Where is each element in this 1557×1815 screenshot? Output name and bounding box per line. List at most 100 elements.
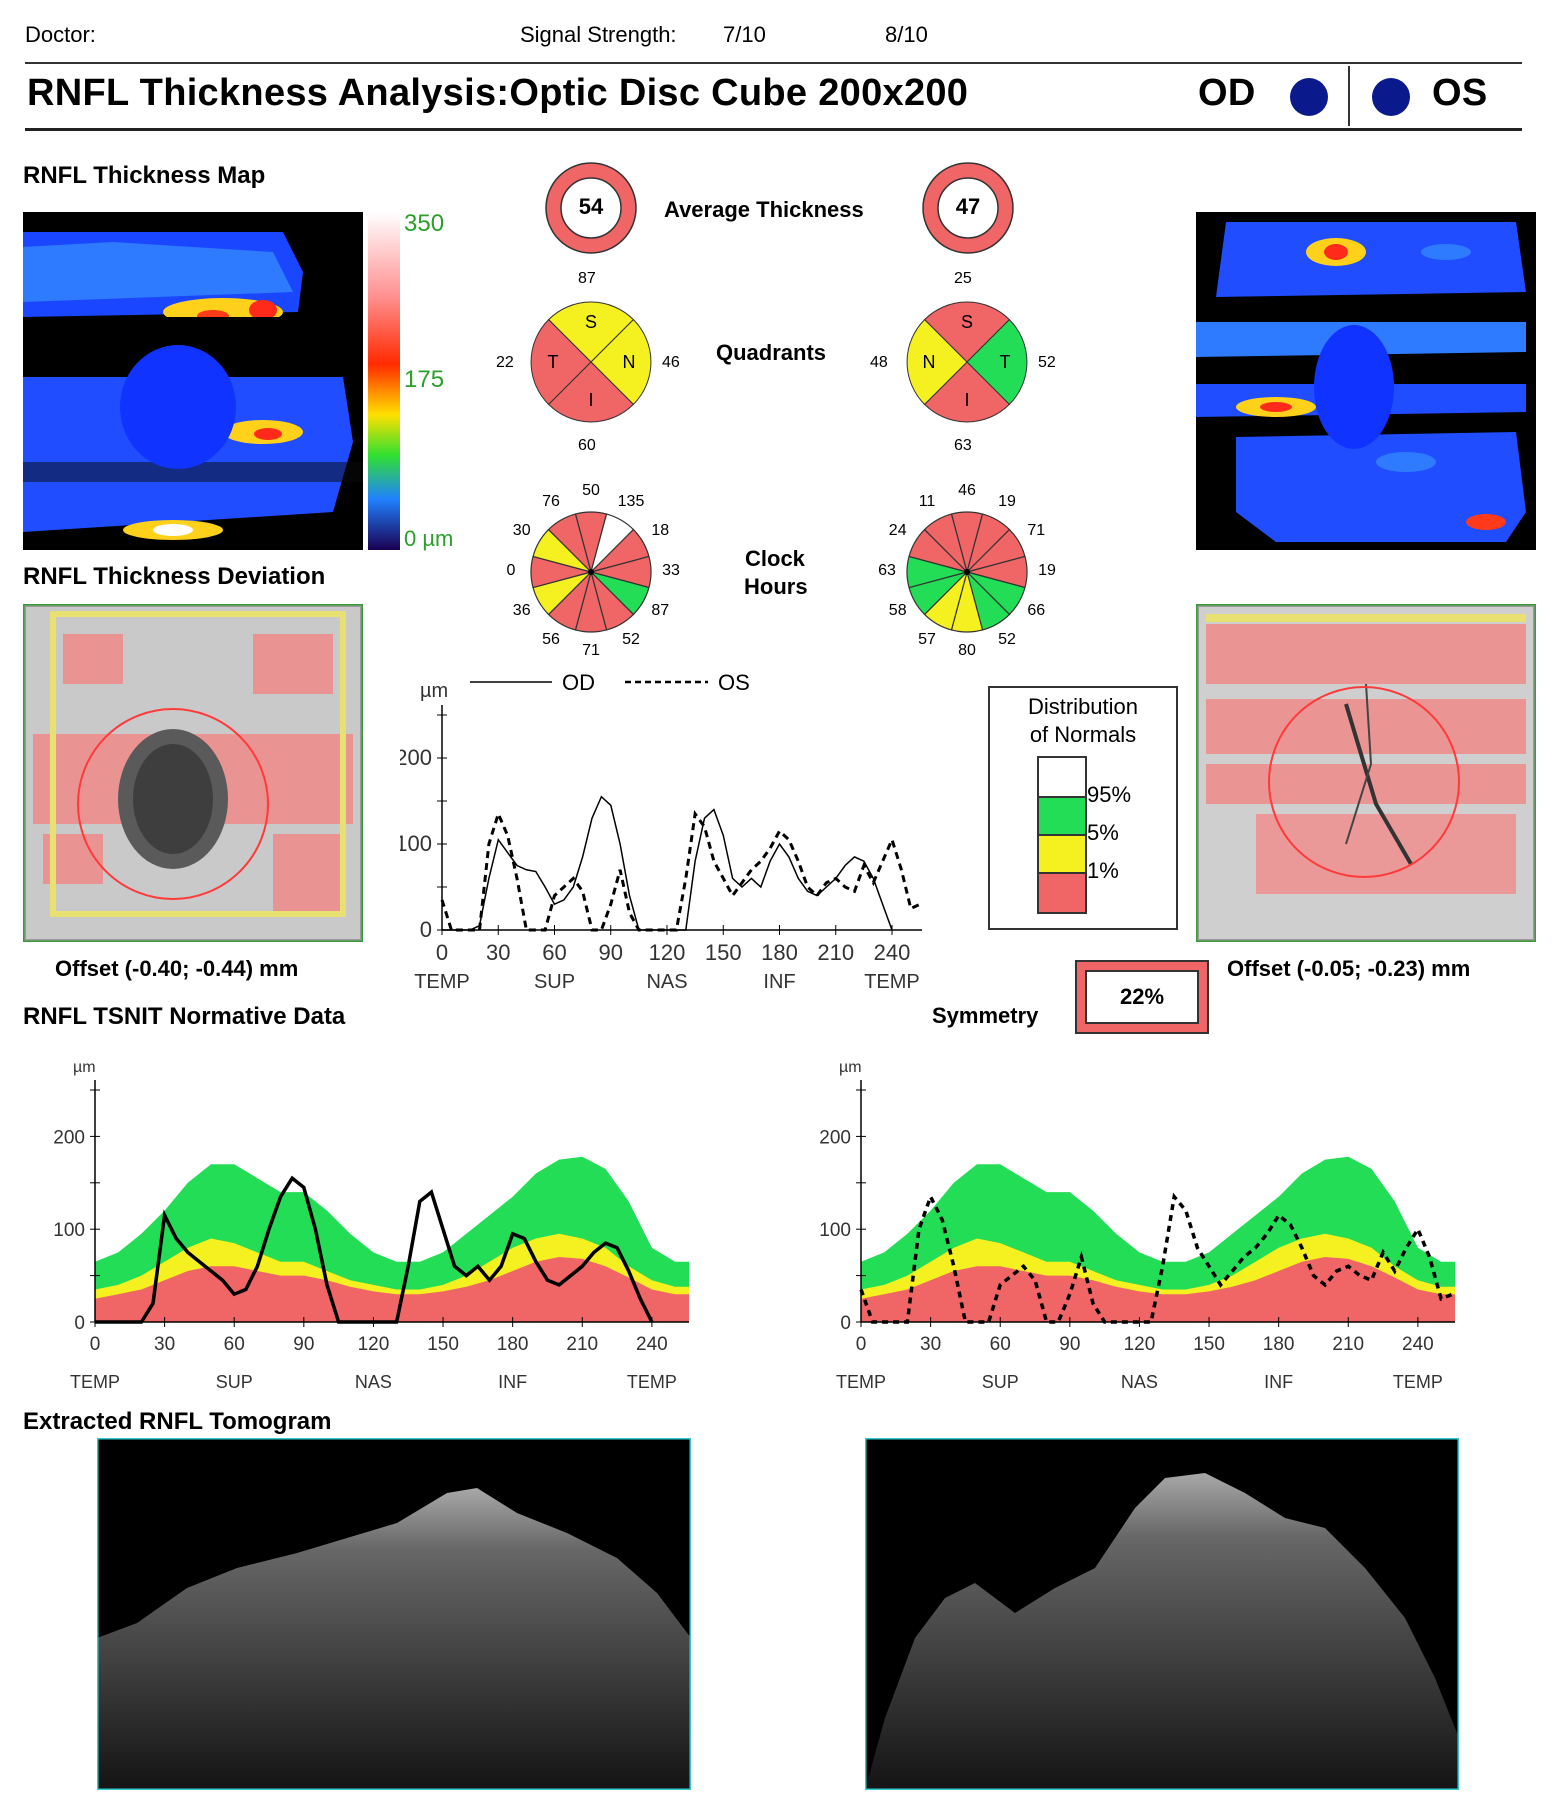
os-quadrant-letter-i: I: [964, 390, 969, 410]
cmp-x-tick-label: 60: [542, 940, 566, 965]
distribution-1-label: 1%: [1087, 858, 1119, 883]
od-clock-value-2: 135: [617, 492, 645, 510]
od-clock-value-5: 87: [651, 602, 670, 619]
os-norm-x-region-label: NAS: [1121, 1372, 1158, 1392]
cmp-legend-os-label: OS: [718, 670, 750, 695]
od-clock-value-8: 56: [542, 631, 560, 649]
od-norm-x-tick-label: 120: [358, 1334, 390, 1355]
os-quadrants-chart: S T I N: [906, 301, 1028, 423]
cmp-x-region-label: INF: [763, 971, 795, 993]
symmetry-value: 22%: [1085, 970, 1199, 1024]
os-norm-x-region-label: TEMP: [1393, 1372, 1443, 1392]
od-norm-y-axis-label: µm: [73, 1059, 96, 1076]
od-norm-x-tick-label: 180: [497, 1334, 529, 1355]
os-norm-x-tick-label: 0: [856, 1334, 867, 1355]
tsnit-comparison-chart: 0 100 200 0 30 60 90 120 150 180 210 240 TEMP SUP NAS I…: [400, 670, 922, 993]
quadrants-label: Quadrants: [716, 340, 827, 365]
distribution-95-label: 95%: [1087, 782, 1132, 807]
od-norm-x-tick-label: 0: [90, 1334, 101, 1355]
os-norm-x-region-label: INF: [1264, 1372, 1293, 1392]
od-clock-value-12: 76: [542, 492, 560, 510]
od-clock-center-dot: [588, 569, 594, 575]
doctor-label: Doctor:: [25, 22, 96, 47]
os-quadrant-s: [923, 301, 1011, 363]
signal-strength-od: 7/10: [723, 22, 766, 47]
signal-strength-label: Signal Strength:: [520, 22, 677, 47]
os-clock-value-7: 80: [958, 642, 976, 659]
tomogram-heading: Extracted RNFL Tomogram: [23, 1408, 332, 1435]
os-quadrant-letter-s: S: [961, 312, 973, 332]
os-label: OS: [1432, 72, 1488, 114]
colorbar-mid-label: 175: [404, 366, 445, 393]
os-quadrant-t: [966, 318, 1028, 406]
os-norm-normative-red-band: [861, 1257, 1455, 1322]
distribution-5-label: 5%: [1087, 820, 1119, 845]
os-norm-y-tick-label: 200: [819, 1127, 851, 1148]
od-norm-x-tick-label: 30: [154, 1334, 175, 1355]
cmp-x-region-label: TEMP: [864, 971, 920, 993]
os-norm-x-tick-label: 60: [990, 1334, 1011, 1355]
od-clock-value-10: 0: [506, 562, 516, 579]
od-norm-x-region-label: TEMP: [70, 1372, 120, 1392]
cmp-series-od-line: [442, 795, 893, 931]
cmp-series-os-line: [440, 809, 921, 932]
os-offset-label: Offset (-0.05; -0.23) mm: [1227, 956, 1471, 981]
od-norm-normative-red-band: [95, 1257, 689, 1322]
od-label: OD: [1198, 72, 1256, 114]
od-quadrant-i: [547, 361, 635, 423]
od-norm-x-region-label: INF: [498, 1372, 527, 1392]
os-norm-x-region-label: SUP: [982, 1372, 1019, 1392]
os-quadrant-letter-t: T: [1000, 352, 1011, 372]
os-clock-sector-12: [923, 513, 969, 575]
od-clock-value-1: 50: [582, 482, 600, 499]
od-quadrants-chart: S N I T: [530, 301, 652, 423]
od-norm-x-region-label: TEMP: [627, 1372, 677, 1392]
distribution-red-band: [1037, 872, 1087, 914]
od-quadrant-i-value: 60: [578, 437, 596, 454]
os-norm-y-axis-label: µm: [839, 1059, 862, 1076]
os-clock-value-9: 58: [888, 602, 907, 619]
distribution-yellow-band: [1037, 834, 1087, 874]
cmp-x-tick-label: 180: [761, 940, 798, 965]
os-quadrant-t-value: 52: [1038, 354, 1056, 371]
od-norm-y-tick-label: 0: [74, 1313, 85, 1334]
distribution-of-normals-legend: [988, 686, 1178, 930]
os-clock-value-8: 57: [918, 631, 936, 649]
os-average-thickness-ring: [922, 162, 1014, 254]
page-title: RNFL Thickness Analysis:Optic Disc Cube …: [27, 72, 969, 114]
od-quadrant-letter-i: I: [588, 390, 593, 410]
os-clock-value-4: 19: [1038, 562, 1056, 579]
od-quadrant-letter-s: S: [585, 312, 597, 332]
cmp-x-tick-label: 150: [705, 940, 742, 965]
thickness-map-heading: RNFL Thickness Map: [23, 162, 266, 189]
od-deviation-map: [23, 604, 363, 942]
header-eye-divider: [1348, 66, 1350, 126]
os-clock-value-5: 66: [1027, 602, 1046, 619]
os-quadrant-i-value: 63: [954, 437, 972, 454]
average-thickness-label: Average Thickness: [664, 197, 864, 222]
cmp-x-tick-label: 210: [817, 940, 854, 965]
cmp-legend-od-label: OD: [562, 670, 595, 695]
os-deviation-map: [1196, 604, 1536, 942]
os-clock-value-2: 19: [998, 492, 1016, 510]
od-clock-hours-chart: [530, 511, 652, 633]
od-quadrant-letter-t: T: [548, 352, 559, 372]
od-norm-series-od-line: [95, 1175, 654, 1324]
cmp-x-region-label: TEMP: [414, 971, 470, 993]
header-bottom-rule: [25, 128, 1522, 131]
os-clock-center-dot: [964, 569, 970, 575]
os-norm-x-tick-label: 180: [1263, 1334, 1295, 1355]
os-clock-value-12: 11: [918, 492, 936, 510]
os-quadrant-n-value: 48: [870, 354, 888, 371]
od-clock-value-4: 33: [662, 562, 680, 579]
os-quadrant-s-value: 25: [954, 270, 972, 287]
od-norm-x-tick-label: 240: [636, 1334, 668, 1355]
od-offset-label: Offset (-0.40; -0.44) mm: [55, 956, 299, 981]
od-quadrant-letter-n: N: [623, 352, 636, 372]
symmetry-label: Symmetry: [932, 1003, 1039, 1028]
od-quadrant-t: [530, 318, 592, 406]
od-norm-x-tick-label: 150: [427, 1334, 459, 1355]
os-clock-value-10: 63: [878, 562, 896, 579]
od-quadrant-s: [547, 301, 635, 363]
os-clock-hours-chart: [906, 511, 1028, 633]
